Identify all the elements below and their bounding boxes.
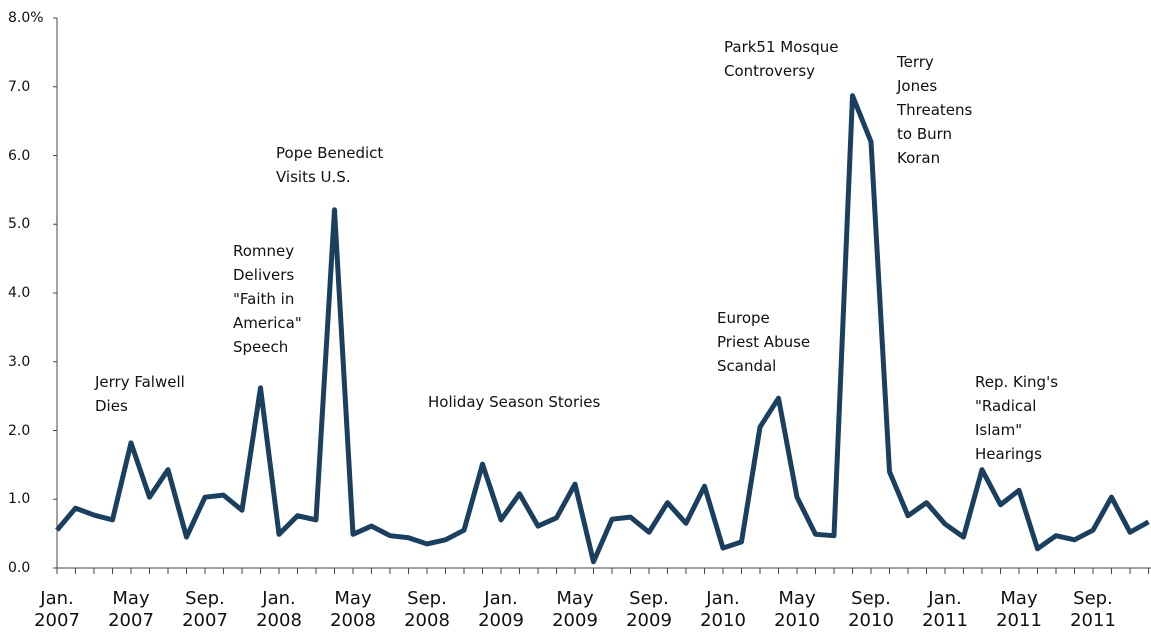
x-tick-label: May 2011 [996,588,1042,631]
y-tick-label: 7.0 [8,78,31,95]
annotation: Rep. King's "Radical Islam" Hearings [975,373,1059,463]
y-tick-label: 8.0% [8,10,44,26]
annotation: Europe Priest Abuse Scandal [717,309,811,375]
x-tick-label: Jan. 2007 [34,588,80,631]
x-tick-label: Sep. 2009 [626,588,672,631]
annotation: Romney Delivers "Faith in America" Speec… [233,242,302,356]
y-tick-label: 2.0 [8,422,31,439]
x-tick-label: May 2007 [108,588,154,631]
x-tick-label: May 2009 [552,588,598,631]
annotation: Park51 Mosque Controversy [724,38,839,80]
x-tick-label: Jan. 2011 [922,588,968,631]
y-tick-label: 1.0 [8,491,31,508]
annotation: Holiday Season Stories [428,393,601,411]
x-tick-label: Jan. 2009 [478,588,524,631]
y-tick-label: 3.0 [8,353,31,370]
x-tick-label: Sep. 2011 [1070,588,1116,631]
data-line [55,93,1150,565]
annotation: Pope Benedict Visits U.S. [276,144,384,186]
x-tick-label: Jan. 2010 [700,588,746,631]
x-tick-label: May 2010 [774,588,820,631]
annotation: Terry Jones Threatens to Burn Koran [897,53,973,167]
x-tick-label: May 2008 [330,588,376,631]
y-tick-label: 0.0 [8,560,31,576]
annotation: Jerry Falwell Dies [95,373,185,415]
y-tick-label: 5.0 [8,216,31,233]
x-tick-label: Sep. 2007 [182,588,228,631]
y-tick-label: 4.0 [8,285,31,301]
x-tick-label: Sep. 2008 [404,588,450,631]
y-tick-label: 6.0 [8,147,31,164]
x-tick-label: Jan. 2008 [256,588,302,631]
x-tick-label: Sep. 2010 [848,588,894,631]
